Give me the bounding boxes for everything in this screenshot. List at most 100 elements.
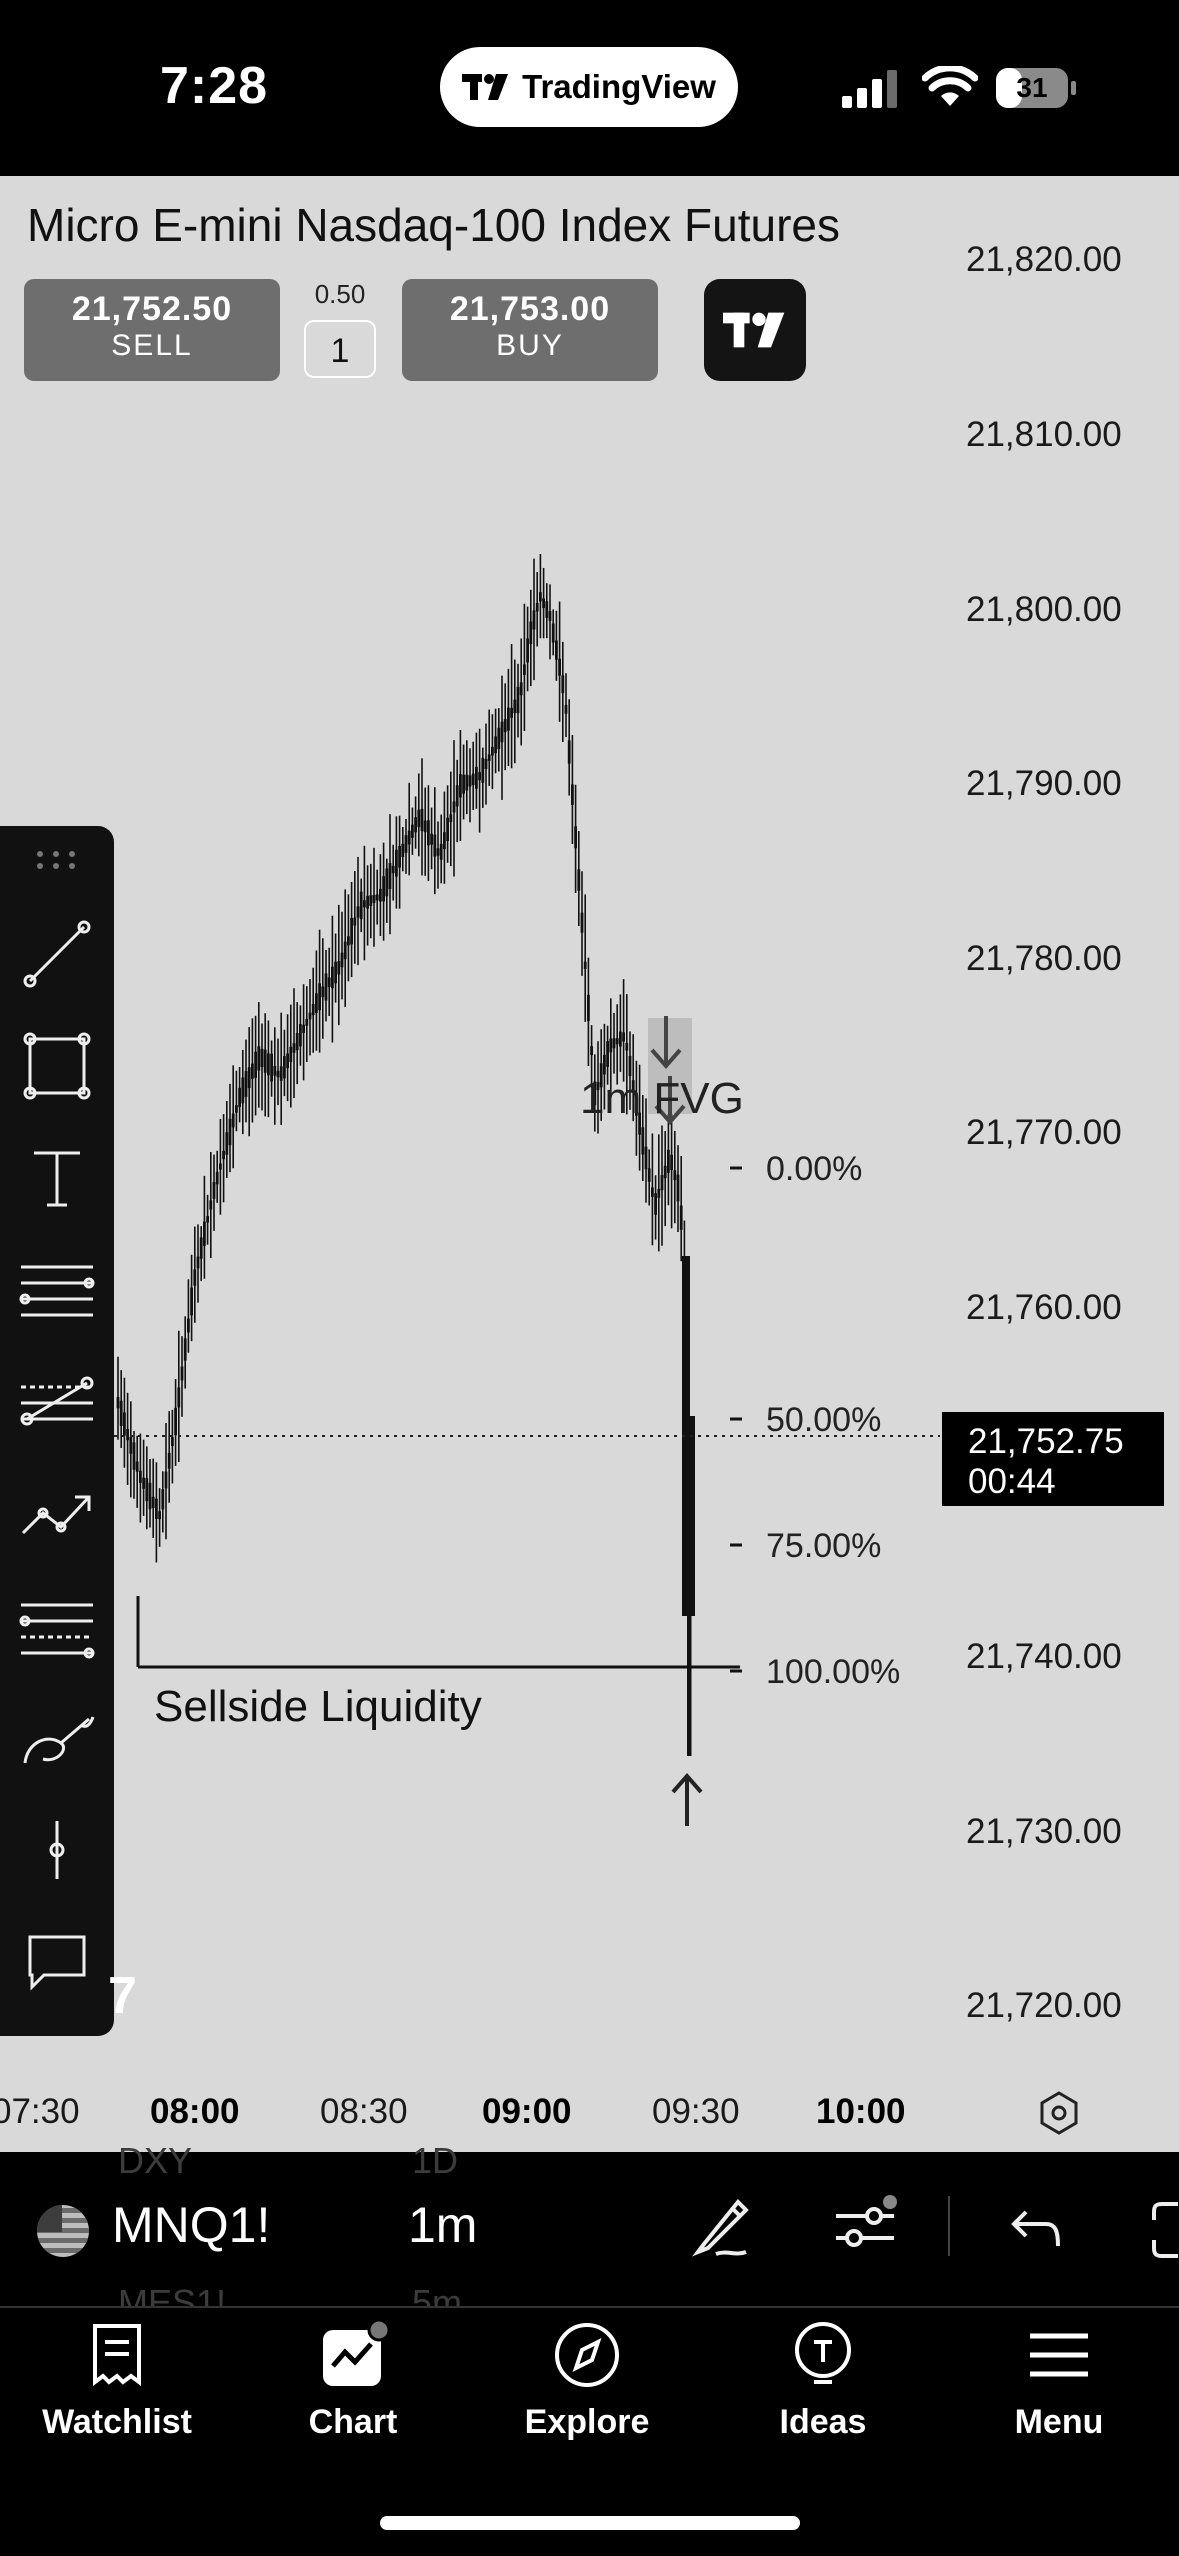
price-chart[interactable] [0, 176, 1179, 2152]
measure-icon [49, 1821, 65, 1879]
measure-tool[interactable] [0, 1800, 114, 1900]
candle-body [116, 1396, 120, 1409]
indicators-icon[interactable] [830, 2194, 900, 2260]
candle-body [212, 1182, 216, 1199]
candle-body [263, 1049, 267, 1073]
fib-retracement-tool[interactable] [0, 1576, 114, 1676]
nav-explore[interactable]: Explore [492, 2320, 682, 2450]
candle-body [286, 1053, 289, 1069]
candle-body [343, 941, 347, 960]
candle-body [331, 966, 334, 989]
candle-body [135, 1461, 139, 1472]
candle-body [388, 862, 392, 890]
rectangle-tool[interactable] [0, 1016, 114, 1116]
candle-body [433, 834, 437, 857]
candle-body [660, 1175, 664, 1191]
candle-body [535, 602, 539, 612]
tradingview-logo-button[interactable] [704, 279, 806, 381]
x-tick-label: 09:30 [652, 2092, 740, 2131]
candle-body [273, 1065, 277, 1076]
candle-body [523, 664, 526, 675]
candle-body [667, 1149, 670, 1173]
pencil-icon[interactable] [686, 2192, 756, 2262]
candle-body [215, 1171, 219, 1185]
forecast-tool[interactable] [0, 1464, 114, 1564]
interval-selector[interactable]: 1m [408, 2197, 478, 2253]
battery-icon [996, 68, 1076, 108]
undo-icon[interactable] [1008, 2206, 1064, 2252]
candle-body [225, 1132, 229, 1155]
candlestick-series [116, 554, 695, 1756]
horizontal-lines-icon [19, 1265, 95, 1317]
nav-watchlist[interactable]: Watchlist [22, 2320, 212, 2450]
candle-body [657, 1188, 661, 1198]
fib-label-100: 100.00% [766, 1653, 901, 1691]
y-tick-label: 21,730.00 [966, 1812, 1122, 1851]
tradingview-logo-icon [723, 312, 785, 348]
compass-icon [555, 2323, 619, 2387]
candle-body [257, 1046, 261, 1071]
trend-line-tool[interactable] [0, 904, 114, 1004]
symbol-selector[interactable]: MNQ1! [112, 2197, 271, 2253]
candle-body [606, 1041, 609, 1067]
candle-body [167, 1452, 171, 1469]
candle-body [366, 895, 369, 909]
wifi-icon [922, 66, 978, 106]
candle-body [580, 912, 584, 933]
candle-body [574, 826, 577, 849]
home-indicator[interactable] [380, 2516, 800, 2530]
candle-body [372, 894, 376, 904]
horizontal-lines-tool[interactable] [0, 1240, 114, 1340]
symbol-title[interactable]: Micro E-mini Nasdaq-100 Index Futures [27, 199, 840, 251]
candle-body [241, 1077, 245, 1104]
candle-body [139, 1470, 142, 1483]
pitchfork-tool[interactable] [0, 1352, 114, 1452]
candle-body [382, 876, 385, 902]
callout-tool[interactable] [0, 1912, 114, 2012]
sellside-liquidity-label[interactable]: Sellside Liquidity [154, 1682, 482, 1731]
candle-body [439, 843, 443, 860]
fullscreen-icon[interactable] [1148, 2200, 1179, 2260]
candle-body [670, 1154, 673, 1171]
nav-chart[interactable]: Chart [258, 2318, 448, 2450]
candle-body [427, 820, 430, 846]
ghost-prev-interval: 1D [412, 2140, 459, 2181]
drag-handle-icon[interactable] [36, 850, 78, 870]
chart-settings-icon[interactable] [1036, 2090, 1082, 2136]
candle-body [567, 740, 571, 764]
up-arrow-icon [671, 1772, 703, 1826]
candle-body [283, 1056, 286, 1079]
fib-retracement-icon [19, 1603, 95, 1659]
candle-body [398, 846, 401, 868]
candle-body [654, 1193, 657, 1215]
candle-body [625, 1043, 629, 1051]
candle-body [337, 961, 341, 975]
candle-body [430, 833, 433, 845]
candle-body [436, 848, 440, 856]
sell-button[interactable]: 21,752.50 SELL [24, 279, 280, 381]
nav-menu[interactable]: Menu [964, 2320, 1154, 2450]
candle-body [446, 817, 449, 842]
candle-body [641, 1127, 645, 1155]
tradingview-pill[interactable]: TradingView [440, 47, 738, 127]
candle-body [404, 835, 408, 853]
brush-tool[interactable] [0, 1688, 114, 1788]
candle-body [609, 1038, 613, 1053]
candle-body [507, 707, 510, 731]
text-icon [34, 1151, 80, 1207]
buy-button[interactable]: 21,753.00 BUY [402, 279, 658, 381]
candle-body [497, 727, 501, 750]
signal-icon [842, 70, 897, 108]
fvg-label[interactable]: 1m FVG [580, 1074, 744, 1123]
candle-body [465, 774, 469, 791]
quantity-field[interactable]: 1 [304, 320, 376, 378]
candle-body [270, 1053, 273, 1082]
symbol-bar [0, 2152, 1179, 2306]
text-tool[interactable] [0, 1128, 114, 1228]
candle-body [196, 1256, 200, 1269]
nav-ideas[interactable]: Ideas [728, 2320, 918, 2450]
candle-body [590, 1046, 593, 1056]
chart-area[interactable] [0, 176, 1179, 2152]
candle-body [500, 721, 504, 743]
candle-body [555, 640, 558, 660]
